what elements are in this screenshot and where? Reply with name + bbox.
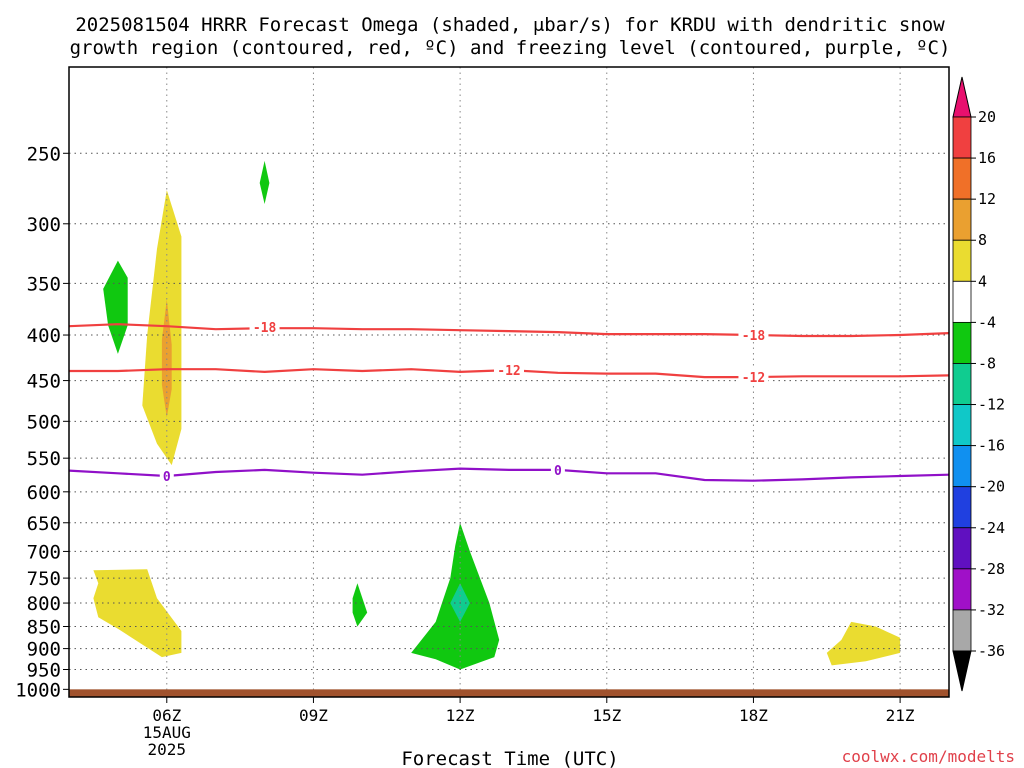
colorbar-label-0: 20 bbox=[978, 108, 996, 126]
temperature-contours: -18 -18 -12 -12 0 0 bbox=[68, 319, 950, 485]
x-date-label: 15AUG bbox=[143, 723, 191, 742]
colorbar-label-3: 8 bbox=[978, 231, 987, 249]
chart-title-line1: 2025081504 HRRR Forecast Omega (shaded, … bbox=[75, 14, 945, 36]
y-tick-label-300: 300 bbox=[27, 214, 61, 236]
contour-label-bg-0-0 bbox=[249, 319, 280, 335]
colorbar-label-8: -16 bbox=[978, 437, 1005, 455]
colorbar-label-11: -28 bbox=[978, 560, 1005, 578]
colorbar-band-4 bbox=[952, 280, 972, 323]
omega-region-0 bbox=[142, 190, 182, 466]
ground-surface bbox=[69, 689, 949, 697]
omega-region-2 bbox=[93, 569, 182, 658]
y-tick-label-250: 250 bbox=[27, 143, 61, 165]
colorbar-band-1 bbox=[952, 157, 972, 200]
contour-label-bg-2-1 bbox=[550, 461, 565, 477]
omega-region-4 bbox=[259, 160, 270, 204]
y-tick-label-500: 500 bbox=[27, 411, 61, 433]
omega-region-8 bbox=[826, 621, 901, 666]
credit-text[interactable]: coolwx.com/modelts bbox=[842, 747, 1015, 766]
colorbar: 20 16 12 8 4 -4 -8 -12 -16 -20 -24 -28 -32 -36 bbox=[952, 76, 1005, 692]
plot-background bbox=[69, 67, 949, 697]
contour-label-bg-0-1 bbox=[738, 327, 769, 343]
omega-region-7 bbox=[450, 583, 470, 622]
contour-label-0-1: -18 bbox=[742, 329, 766, 344]
colorbar-bottom-arrow bbox=[952, 650, 972, 692]
omega-region-5 bbox=[352, 583, 368, 627]
colorbar-label-4: 4 bbox=[978, 272, 987, 290]
x-axis-label: Forecast Time (UTC) bbox=[401, 748, 618, 768]
colorbar-band-11 bbox=[952, 568, 972, 611]
y-tick-label-800: 800 bbox=[27, 593, 61, 615]
contour-line-0 bbox=[68, 323, 950, 338]
colorbar-label-7: -12 bbox=[978, 396, 1005, 414]
contour-line-2 bbox=[68, 467, 950, 482]
colorbar-label-1: 16 bbox=[978, 149, 996, 167]
colorbar-label-13: -36 bbox=[978, 642, 1005, 660]
y-tick-label-750: 750 bbox=[27, 568, 61, 590]
contour-label-1-1: -12 bbox=[742, 371, 765, 386]
contour-label-0-0: -18 bbox=[253, 321, 277, 336]
colorbar-label-2: 12 bbox=[978, 190, 996, 208]
contour-label-2-1: 0 bbox=[554, 464, 562, 479]
x-tick-label-21: 21Z bbox=[886, 706, 915, 725]
y-tick-label-950: 950 bbox=[27, 660, 61, 682]
y-tick-label-550: 550 bbox=[27, 448, 61, 470]
contour-label-bg-1-1 bbox=[738, 369, 769, 385]
y-tick-label-1000: 1000 bbox=[15, 679, 61, 701]
colorbar-band-7 bbox=[952, 404, 972, 447]
omega-shading bbox=[93, 160, 901, 670]
gridlines bbox=[69, 67, 949, 697]
colorbar-label-9: -20 bbox=[978, 478, 1005, 496]
colorbar-label-10: -24 bbox=[978, 519, 1005, 537]
plot-frame bbox=[68, 66, 950, 698]
y-tick-label-600: 600 bbox=[27, 482, 61, 504]
y-tick-label-900: 900 bbox=[27, 639, 61, 661]
colorbar-band-8 bbox=[952, 445, 972, 488]
contour-label-2-0: 0 bbox=[163, 470, 171, 485]
colorbar-band-5 bbox=[952, 321, 972, 364]
x-tick-label-6: 06Z bbox=[152, 706, 181, 725]
colorbar-top-arrow bbox=[952, 76, 972, 118]
x-tick-label-9: 09Z bbox=[299, 706, 328, 725]
contour-label-bg-1-0 bbox=[494, 362, 524, 378]
x-tick-label-15: 15Z bbox=[592, 706, 621, 725]
y-tick-label-850: 850 bbox=[27, 616, 61, 638]
colorbar-band-12 bbox=[952, 609, 972, 652]
y-tick-label-650: 650 bbox=[27, 513, 61, 535]
colorbar-band-6 bbox=[952, 363, 972, 405]
y-tick-label-400: 400 bbox=[27, 325, 61, 347]
y-axis: 2503003504004505005506006507007508008509… bbox=[15, 143, 69, 701]
colorbar-label-5: -4 bbox=[978, 313, 996, 331]
chart-title-line2: growth region (contoured, red, ºC) and f… bbox=[70, 37, 951, 59]
y-tick-label-350: 350 bbox=[27, 273, 61, 295]
colorbar-band-2 bbox=[952, 198, 972, 241]
y-tick-label-450: 450 bbox=[27, 371, 61, 393]
contour-label-1-0: -12 bbox=[497, 364, 520, 379]
y-tick-label-700: 700 bbox=[27, 541, 61, 563]
x-tick-label-12: 12Z bbox=[446, 706, 475, 725]
colorbar-band-9 bbox=[952, 486, 972, 529]
contour-label-bg-2-0 bbox=[159, 468, 174, 484]
plot-area: -18 -18 -12 -12 0 0 bbox=[68, 66, 950, 698]
colorbar-band-0 bbox=[952, 116, 972, 159]
x-tick-label-18: 18Z bbox=[739, 706, 768, 725]
omega-region-3 bbox=[103, 260, 128, 354]
colorbar-band-3 bbox=[952, 239, 972, 282]
colorbar-label-6: -8 bbox=[978, 354, 996, 372]
colorbar-label-12: -32 bbox=[978, 601, 1005, 619]
x-year-label: 2025 bbox=[148, 740, 187, 759]
colorbar-band-10 bbox=[952, 527, 972, 570]
